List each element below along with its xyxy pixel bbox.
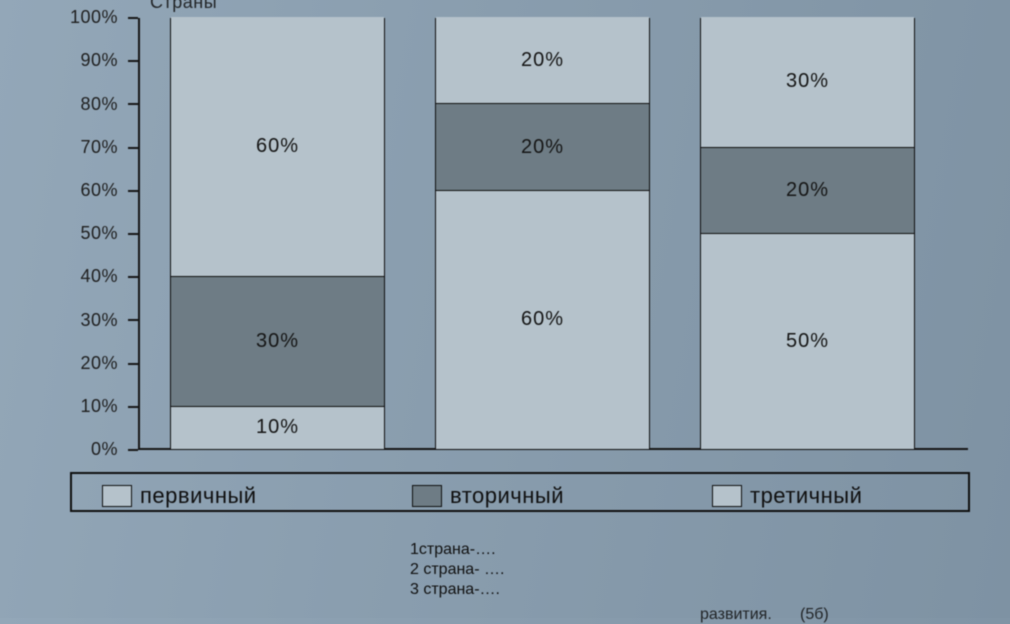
stacked-bar: 10% 30% 60% (170, 18, 385, 450)
bar-segment-primary: 50% (701, 233, 914, 449)
y-tick (128, 17, 138, 19)
y-tick-label: 80% (58, 94, 118, 115)
legend-swatch (712, 485, 742, 507)
y-tick-label: 40% (58, 266, 118, 287)
y-tick (128, 363, 138, 365)
bar-segment-label: 60% (256, 135, 299, 158)
bar-segment-label: 30% (256, 330, 299, 353)
cropped-bottom-word: развития. (700, 606, 772, 624)
bar-segment-tertiary: 20% (436, 17, 649, 103)
bar-segment-secondary: 20% (436, 103, 649, 189)
caption-block: 1страна-….2 страна- ….3 страна-…. (410, 540, 504, 600)
bar-segment-label: 10% (256, 416, 299, 439)
legend-label: вторичный (450, 483, 564, 509)
y-tick (128, 233, 138, 235)
stacked-bar: 60% 20% 20% (435, 18, 650, 450)
y-tick-label: 90% (58, 50, 118, 71)
caption-line: 3 страна-…. (410, 580, 504, 600)
bar-segment-tertiary: 30% (701, 17, 914, 147)
y-tick-label: 100% (58, 7, 118, 28)
y-tick (128, 103, 138, 105)
y-tick-label: 60% (58, 180, 118, 201)
bar-segment-label: 20% (786, 179, 829, 202)
bar-segment-label: 60% (521, 308, 564, 331)
y-tick (128, 147, 138, 149)
bar-segment-label: 20% (521, 136, 564, 159)
bar-segment-secondary: 20% (701, 147, 914, 233)
y-tick (128, 449, 138, 451)
bar-segment-primary: 60% (436, 190, 649, 449)
bar-segment-label: 30% (786, 70, 829, 93)
y-tick-label: 10% (58, 396, 118, 417)
y-tick (128, 60, 138, 62)
y-tick-label: 50% (58, 223, 118, 244)
y-tick (128, 406, 138, 408)
cropped-bottom-right: (5б) (800, 606, 829, 624)
chart-plot-area: 10% 30% 60% 60% 20% 20% 50% 20% 30% (138, 18, 968, 450)
y-tick (128, 190, 138, 192)
bar-segment-label: 50% (786, 330, 829, 353)
legend: первичный вторичный третичный (70, 472, 970, 512)
legend-item: вторичный (412, 483, 564, 509)
legend-item: первичный (102, 483, 257, 509)
y-axis (138, 18, 140, 450)
y-tick (128, 276, 138, 278)
bar-segment-label: 20% (521, 49, 564, 72)
legend-label: первичный (140, 483, 257, 509)
legend-item: третичный (712, 483, 862, 509)
y-tick-label: 30% (58, 310, 118, 331)
bar-segment-tertiary: 60% (171, 17, 384, 276)
cropped-title: Страны (150, 0, 217, 13)
caption-line: 2 страна- …. (410, 560, 504, 580)
y-tick (128, 319, 138, 321)
legend-swatch (102, 485, 132, 507)
y-tick-label: 20% (58, 353, 118, 374)
legend-swatch (412, 485, 442, 507)
bar-segment-primary: 10% (171, 406, 384, 449)
caption-line: 1страна-…. (410, 540, 504, 560)
y-tick-label: 0% (58, 439, 118, 460)
bar-segment-secondary: 30% (171, 276, 384, 406)
legend-label: третичный (750, 483, 862, 509)
y-tick-label: 70% (58, 137, 118, 158)
stacked-bar: 50% 20% 30% (700, 18, 915, 450)
